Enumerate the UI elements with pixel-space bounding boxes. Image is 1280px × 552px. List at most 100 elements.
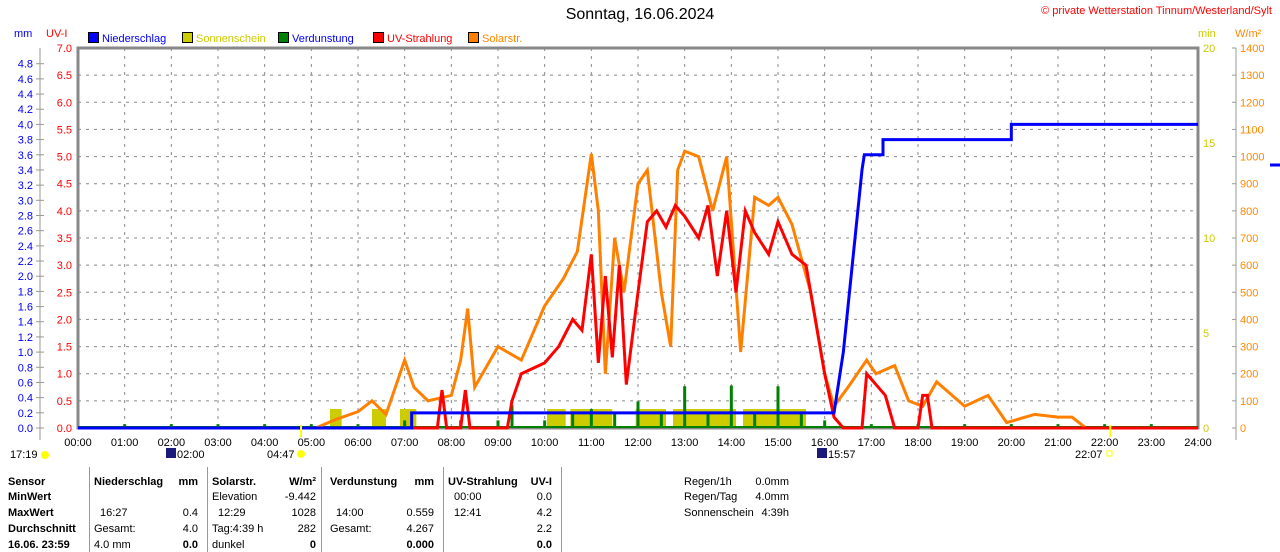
summary-label: Regen/1h (684, 476, 732, 488)
mm-tick-label: 0.6 (18, 377, 33, 389)
legend-item: UV-Strahlung (373, 32, 452, 45)
uv-tick-label: 2.5 (57, 287, 72, 299)
moon-icon (817, 448, 827, 458)
mm-tick-label: 4.8 (18, 59, 33, 71)
mm-tick-label: 3.0 (18, 195, 33, 207)
column-header: Niederschlag (94, 476, 164, 488)
cell-value: 0.4 (182, 507, 198, 519)
uv-tick-label: 3.0 (57, 260, 72, 272)
mm-tick-label: 3.8 (18, 135, 33, 147)
x-tick-label: 02:00 (158, 437, 186, 449)
copyright: © private Wetterstation Tinnum/Westerlan… (1041, 5, 1272, 17)
cell-value: 2.2 (536, 523, 552, 535)
uv-tick-label: 6.0 (57, 97, 72, 109)
mm-tick-label: 3.2 (18, 180, 33, 192)
mm-tick-label: 2.4 (18, 241, 33, 253)
column-unit: mm (178, 476, 198, 488)
uv-tick-label: 7.0 (57, 43, 72, 55)
column-header: UV-Strahlung (448, 476, 518, 488)
summary-label: Sonnenschein (684, 507, 754, 519)
cell-value: 0 (309, 539, 316, 551)
wm2-tick-label: 400 (1240, 314, 1258, 326)
x-tick-label: 24:00 (1184, 437, 1212, 449)
cell-label: 00:00 (454, 491, 482, 503)
x-tick-label: 17:00 (858, 437, 886, 449)
x-tick-label: 20:00 (998, 437, 1026, 449)
wm2-tick-label: 300 (1240, 342, 1258, 354)
wm2-tick-label: 1000 (1240, 152, 1264, 164)
row-label: 16.06. 23:59 (8, 539, 70, 551)
wm2-tick-label: 1300 (1240, 70, 1264, 82)
legend-swatch (468, 32, 479, 43)
column-header: Verdunstung (330, 476, 398, 488)
cell-label: dunkel (212, 539, 245, 551)
x-tick-label: 14:00 (718, 437, 746, 449)
x-tick-label: 19:00 (951, 437, 979, 449)
uv-tick-label: 1.5 (57, 342, 72, 354)
min-tick-label: 15 (1203, 138, 1215, 150)
mm-tick-label: 1.6 (18, 302, 33, 314)
wm2-tick-label: 900 (1240, 179, 1258, 191)
legend-swatch (278, 32, 289, 43)
wm2-axis-label: W/m² (1235, 28, 1262, 40)
uv-tick-label: 4.0 (57, 206, 72, 218)
row-label: Durchschnitt (8, 523, 76, 535)
sunshine-bar (372, 409, 386, 428)
wm2-tick-label: 1400 (1240, 43, 1264, 55)
uv-axis-label: UV-I (46, 28, 67, 40)
x-tick-label: 05:00 (298, 437, 326, 449)
legend-label: Sonnenschein (196, 33, 266, 45)
cell-label: 12:41 (454, 507, 482, 519)
column-divider (321, 467, 322, 552)
x-tick-label: 08:00 (438, 437, 466, 449)
x-tick-label: 23:00 (1138, 437, 1166, 449)
x-tick-label: 06:00 (344, 437, 372, 449)
mm-tick-label: 4.6 (18, 74, 33, 86)
legend-label: Verdunstung (292, 33, 354, 45)
cell-value: 0.0 (536, 491, 552, 503)
column-unit: UV-I (530, 476, 552, 488)
cell-label: Gesamt: (330, 523, 372, 535)
column-divider (561, 467, 562, 552)
mm-tick-label: 2.2 (18, 256, 33, 268)
cell-value: 0.0 (536, 539, 552, 551)
min-axis-label: min (1198, 28, 1216, 40)
sun-icon (41, 451, 49, 459)
legend-item: Sonnenschein (182, 32, 266, 45)
sunset-prev-time: 17:19 (10, 449, 38, 461)
mm-tick-label: 3.4 (18, 165, 33, 177)
x-tick-label: 16:00 (811, 437, 839, 449)
x-tick-label: 15:00 (764, 437, 792, 449)
mm-axis-label: mm (14, 28, 32, 40)
summary-value: 4:39h (761, 507, 789, 519)
x-tick-label: 18:00 (904, 437, 932, 449)
mm-tick-label: 0.0 (18, 423, 33, 435)
wm2-tick-label: 600 (1240, 260, 1258, 272)
min-tick-label: 0 (1203, 423, 1209, 435)
moonrise-time: 15:57 (828, 449, 856, 461)
sunset-time: 22:07 (1075, 449, 1103, 461)
cell-value: 0.559 (406, 507, 434, 519)
cell-value: 4.0 (182, 523, 198, 535)
wm2-tick-label: 700 (1240, 233, 1258, 245)
column-divider (207, 467, 208, 552)
x-tick-label: 21:00 (1044, 437, 1072, 449)
uv-tick-label: 6.5 (57, 70, 72, 82)
cell-label: 16:27 (100, 507, 128, 519)
mm-tick-label: 1.4 (18, 317, 33, 329)
uv-tick-label: 2.0 (57, 314, 72, 326)
rain-line (78, 122, 1198, 430)
uv-tick-label: 0.0 (57, 423, 72, 435)
wm2-tick-label: 100 (1240, 396, 1258, 408)
mm-tick-label: 0.8 (18, 362, 33, 374)
cell-label: 14:00 (336, 507, 364, 519)
x-tick-label: 09:00 (484, 437, 512, 449)
uv-tick-label: 1.0 (57, 369, 72, 381)
weather-chart: 0.0 0.2 0.4 0.6 0.8 1.0 1.2 1.4 1.6 1.8 2.0 2.2 2.4 2… (10, 28, 1280, 461)
min-tick-label: 5 (1203, 328, 1209, 340)
column-unit: mm (414, 476, 434, 488)
moonset-time: 02:00 (177, 449, 205, 461)
summary-label: Regen/Tag (684, 491, 738, 503)
legend-item: Verdunstung (278, 32, 354, 45)
x-tick-label: 04:00 (251, 437, 279, 449)
